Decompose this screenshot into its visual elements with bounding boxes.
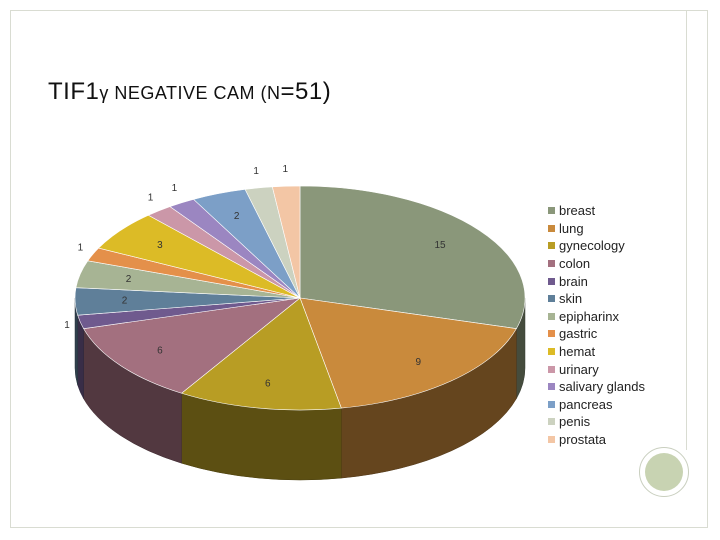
legend-swatch [548, 418, 555, 426]
decorative-circle [639, 447, 689, 497]
legend-item: salivary glands [548, 378, 645, 396]
pie-value-label-breast: 15 [434, 240, 446, 251]
legend-label: gastric [559, 326, 598, 342]
legend-swatch [548, 400, 555, 408]
legend-label: lung [559, 220, 584, 236]
pie-slice-prostata [271, 185, 301, 299]
chart-title: TIF1γ NEGATIVE CAM (N=51) [48, 78, 331, 106]
pie-value-label-colon: 6 [157, 345, 163, 356]
legend-item: gastric [548, 325, 645, 343]
legend-swatch [548, 330, 555, 338]
pie-value-label-lung: 9 [415, 357, 421, 368]
pie-slice-lung [299, 297, 517, 409]
legend-label: prostata [559, 432, 606, 448]
legend-swatch [548, 277, 555, 285]
pie-value-label-brain: 1 [64, 320, 70, 331]
legend-swatch [548, 383, 555, 391]
legend-swatch [548, 365, 555, 373]
pie-slice-gynecology [180, 297, 342, 411]
legend-label: hemat [559, 344, 596, 360]
legend-label: salivary glands [559, 379, 645, 395]
legend-label: colon [559, 256, 591, 272]
legend-item: epipharinx [548, 308, 645, 326]
legend-swatch [548, 260, 555, 268]
legend-item: penis [548, 413, 645, 431]
pie-side-brain [77, 315, 84, 400]
pie-value-label-gastric: 1 [78, 242, 84, 253]
legend-swatch [548, 207, 555, 215]
title-part-4: N [267, 83, 281, 103]
legend-swatch [548, 224, 555, 232]
legend-swatch [548, 242, 555, 250]
legend-label: breast [559, 203, 596, 219]
pie-top-faces [74, 185, 526, 411]
legend-item: breast [548, 202, 645, 220]
legend-label: gynecology [559, 238, 625, 254]
pie-value-label-pancreas: 2 [234, 211, 240, 222]
legend-item: hemat [548, 343, 645, 361]
legend-swatch [548, 295, 555, 303]
title-part-1: TIF1 [48, 78, 100, 105]
pie-value-label-salivary-glands: 1 [172, 183, 178, 194]
legend-label: pancreas [559, 396, 613, 412]
pie-value-label-hemat: 3 [157, 240, 163, 251]
legend-label: epipharinx [559, 308, 619, 324]
legend-label: skin [559, 291, 583, 307]
legend-label: urinary [559, 361, 599, 377]
decorative-circle-fill [645, 453, 683, 491]
title-part-3: NEGATIVE CAM ( [108, 83, 268, 103]
legend-label: penis [559, 414, 591, 430]
pie-value-label-prostata: 1 [283, 164, 289, 175]
legend-item: prostata [548, 431, 645, 449]
legend-item: brain [548, 272, 645, 290]
pie-data-labels: 15 9 6 6 1 2 2 1 3 1 1 2 1 1 [64, 164, 446, 389]
pie-side-walls [74, 297, 526, 481]
pie-value-label-urinary: 1 [148, 192, 154, 203]
pie-value-label-epipharinx: 2 [126, 274, 132, 285]
legend-label: brain [559, 273, 588, 289]
decorative-line [686, 10, 687, 450]
chart-legend: breast lung gynecology colon brain skin epipha… [548, 202, 645, 448]
title-part-2: γ [99, 83, 109, 103]
legend-swatch [548, 436, 555, 444]
legend-swatch [548, 312, 555, 320]
pie-slice-colon [83, 297, 302, 394]
pie-value-label-gynecology: 6 [265, 379, 271, 390]
legend-item: lung [548, 220, 645, 238]
legend-item: urinary [548, 360, 645, 378]
legend-item: gynecology [548, 237, 645, 255]
pie-value-label-penis: 1 [253, 166, 259, 177]
legend-swatch [548, 348, 555, 356]
pie-value-label-skin: 2 [122, 295, 128, 306]
legend-item: skin [548, 290, 645, 308]
legend-item: pancreas [548, 396, 645, 414]
slide-frame [10, 10, 708, 528]
legend-item: colon [548, 255, 645, 273]
title-part-5: =51) [280, 78, 332, 105]
pie-slice-breast [299, 185, 526, 329]
